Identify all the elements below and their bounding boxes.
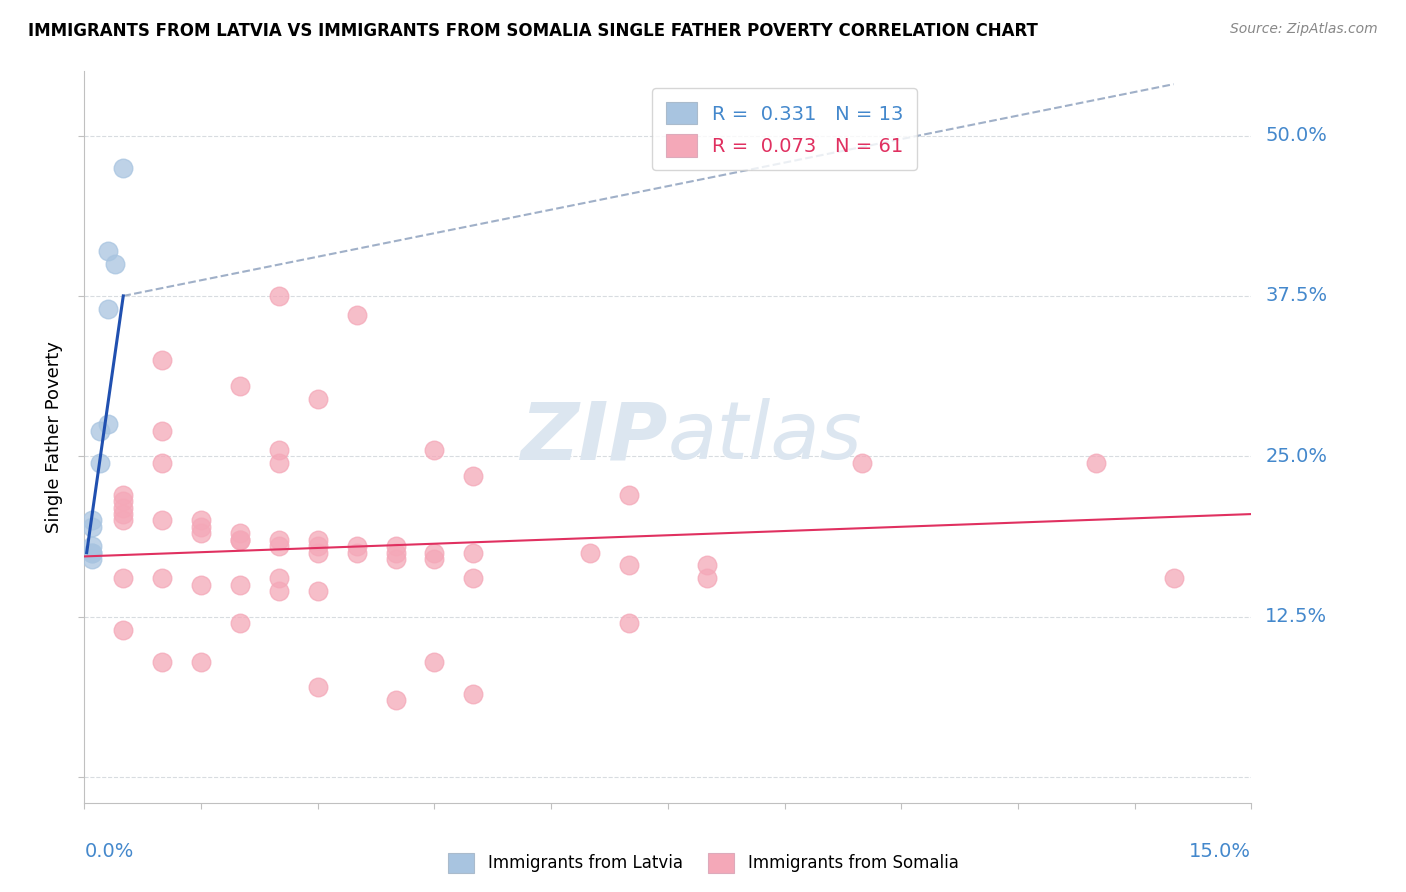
Point xyxy=(150,353,173,368)
Point xyxy=(229,378,252,392)
Point xyxy=(384,545,406,559)
Point xyxy=(97,244,120,258)
Point xyxy=(150,571,173,585)
Point xyxy=(617,616,640,631)
Point xyxy=(463,545,485,559)
Point xyxy=(696,558,718,573)
Point xyxy=(307,533,329,547)
Text: 0.0%: 0.0% xyxy=(84,842,134,861)
Point xyxy=(229,616,252,631)
Point xyxy=(112,161,135,175)
Point xyxy=(617,558,640,573)
Text: 25.0%: 25.0% xyxy=(1265,447,1327,466)
Text: 37.5%: 37.5% xyxy=(1265,286,1327,305)
Point xyxy=(82,545,104,559)
Text: IMMIGRANTS FROM LATVIA VS IMMIGRANTS FROM SOMALIA SINGLE FATHER POVERTY CORRELAT: IMMIGRANTS FROM LATVIA VS IMMIGRANTS FRO… xyxy=(28,22,1038,40)
Point xyxy=(384,539,406,553)
Legend: R =  0.331   N = 13, R =  0.073   N = 61: R = 0.331 N = 13, R = 0.073 N = 61 xyxy=(652,88,917,170)
Point xyxy=(150,655,173,669)
Point xyxy=(97,417,120,432)
Point xyxy=(190,526,212,541)
Point xyxy=(89,424,111,438)
Text: ZIP: ZIP xyxy=(520,398,668,476)
Point xyxy=(346,308,368,322)
Point xyxy=(423,442,446,457)
Point xyxy=(307,545,329,559)
Point xyxy=(82,539,104,553)
Y-axis label: Single Father Poverty: Single Father Poverty xyxy=(45,341,63,533)
Point xyxy=(190,520,212,534)
Point xyxy=(150,456,173,470)
Point xyxy=(82,552,104,566)
Point xyxy=(307,392,329,406)
Point xyxy=(89,456,111,470)
Point xyxy=(423,545,446,559)
Text: Source: ZipAtlas.com: Source: ZipAtlas.com xyxy=(1230,22,1378,37)
Text: 50.0%: 50.0% xyxy=(1265,126,1327,145)
Point xyxy=(150,514,173,528)
Point xyxy=(112,571,135,585)
Point xyxy=(463,687,485,701)
Point xyxy=(851,456,873,470)
Point xyxy=(104,257,127,271)
Point xyxy=(190,577,212,591)
Point xyxy=(423,655,446,669)
Text: 15.0%: 15.0% xyxy=(1189,842,1251,861)
Point xyxy=(112,507,135,521)
Point xyxy=(190,655,212,669)
Point xyxy=(346,545,368,559)
Point xyxy=(696,571,718,585)
Point xyxy=(112,488,135,502)
Point xyxy=(229,526,252,541)
Text: atlas: atlas xyxy=(668,398,863,476)
Point xyxy=(112,500,135,515)
Point xyxy=(97,301,120,316)
Point xyxy=(1163,571,1185,585)
Point xyxy=(346,539,368,553)
Point xyxy=(579,545,602,559)
Point xyxy=(267,442,290,457)
Point xyxy=(82,520,104,534)
Point xyxy=(267,539,290,553)
Point xyxy=(307,681,329,695)
Point xyxy=(112,623,135,637)
Text: 12.5%: 12.5% xyxy=(1265,607,1327,626)
Point xyxy=(229,533,252,547)
Point xyxy=(229,533,252,547)
Point xyxy=(82,545,104,559)
Point xyxy=(190,514,212,528)
Point xyxy=(307,584,329,599)
Point xyxy=(617,488,640,502)
Point xyxy=(463,571,485,585)
Point xyxy=(463,468,485,483)
Point xyxy=(267,571,290,585)
Point xyxy=(267,533,290,547)
Point xyxy=(229,577,252,591)
Legend: Immigrants from Latvia, Immigrants from Somalia: Immigrants from Latvia, Immigrants from … xyxy=(441,847,965,880)
Point xyxy=(307,539,329,553)
Point xyxy=(112,514,135,528)
Point xyxy=(1084,456,1107,470)
Point xyxy=(267,584,290,599)
Point xyxy=(423,552,446,566)
Point xyxy=(384,552,406,566)
Point xyxy=(384,693,406,707)
Point xyxy=(267,456,290,470)
Point xyxy=(267,289,290,303)
Point xyxy=(150,424,173,438)
Point xyxy=(82,514,104,528)
Point xyxy=(112,494,135,508)
